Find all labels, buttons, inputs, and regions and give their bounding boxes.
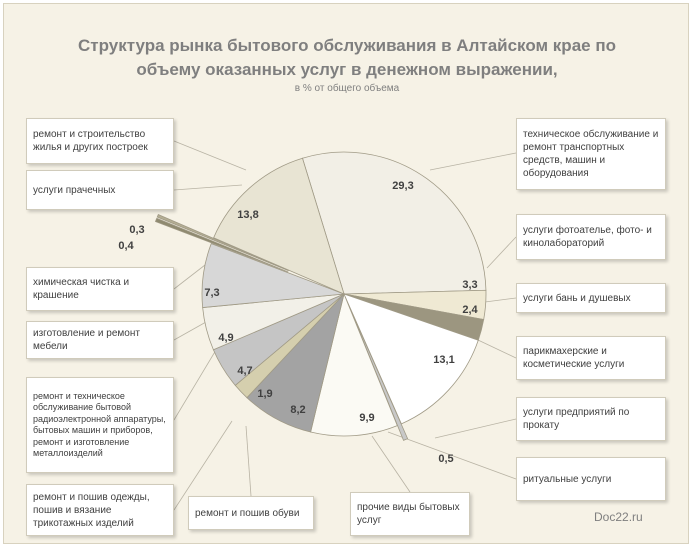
category-label: ремонт и строительство жилья и других по…: [26, 118, 174, 164]
data-label: 4,9: [218, 332, 233, 344]
category-label: услуги бань и душевых: [516, 283, 666, 313]
leader-line: [245, 425, 252, 497]
pie-slice: [343, 293, 479, 425]
watermark: Doc22.ru: [594, 510, 643, 524]
data-label: 0,3: [129, 224, 144, 236]
data-label: 29,3: [392, 180, 413, 192]
category-label: техническое обслуживание и ремонт трансп…: [516, 118, 666, 190]
category-label: ремонт и техническое обслуживание бытово…: [26, 377, 174, 473]
category-label: услуги фотоателье, фото- и кинолаборатор…: [516, 214, 666, 260]
category-label: ремонт и пошив одежды, пошив и вязание т…: [26, 484, 174, 536]
leader-line: [371, 435, 411, 493]
data-label: 9,9: [359, 412, 374, 424]
data-label: 4,7: [237, 365, 252, 377]
pie-slice: [156, 214, 289, 272]
data-label: 2,4: [462, 304, 478, 316]
data-label: 1,9: [257, 388, 272, 400]
pie-slice: [213, 157, 345, 295]
leader-line: [484, 297, 517, 303]
category-label: услуги прачечных: [26, 170, 174, 210]
leader-line: [173, 420, 233, 511]
pie-slice: [310, 292, 398, 437]
data-label: 0,5: [438, 453, 453, 465]
category-label: ремонт и пошив обуви: [188, 496, 314, 530]
data-label: 8,2: [290, 404, 305, 416]
leader-line: [173, 140, 247, 171]
data-label: 13,8: [237, 209, 258, 221]
category-label: химическая чистка и крашение: [26, 267, 174, 311]
category-label: изготовление и ремонт мебели: [26, 321, 174, 359]
data-label: 3,3: [462, 279, 477, 291]
data-label: 13,1: [433, 354, 454, 366]
pie-slice: [301, 151, 487, 295]
data-label: 7,3: [204, 287, 219, 299]
leader-line: [173, 264, 206, 290]
leader-line: [429, 152, 517, 171]
data-label: 0,4: [118, 240, 134, 252]
category-label: ритуальные услуги: [516, 457, 666, 501]
leader-line: [486, 236, 517, 269]
pie-slice: [201, 243, 345, 308]
leader-line: [477, 339, 517, 359]
leader-line: [173, 184, 243, 191]
leader-line: [387, 431, 517, 480]
leader-line: [173, 339, 223, 421]
chart-subtitle: в % от общего объема: [294, 83, 400, 94]
pie-slice: [349, 308, 409, 441]
chart-title: Структура рынка бытового обслуживания в …: [78, 36, 616, 79]
pie-slice: [154, 217, 289, 273]
category-label: услуги предприятий по прокату: [516, 397, 666, 441]
category-label: парикмахерские и косметические услуги: [516, 336, 666, 380]
leader-line: [434, 418, 517, 439]
category-label: прочие виды бытовых услуг: [350, 492, 470, 536]
leader-line: [173, 321, 207, 341]
